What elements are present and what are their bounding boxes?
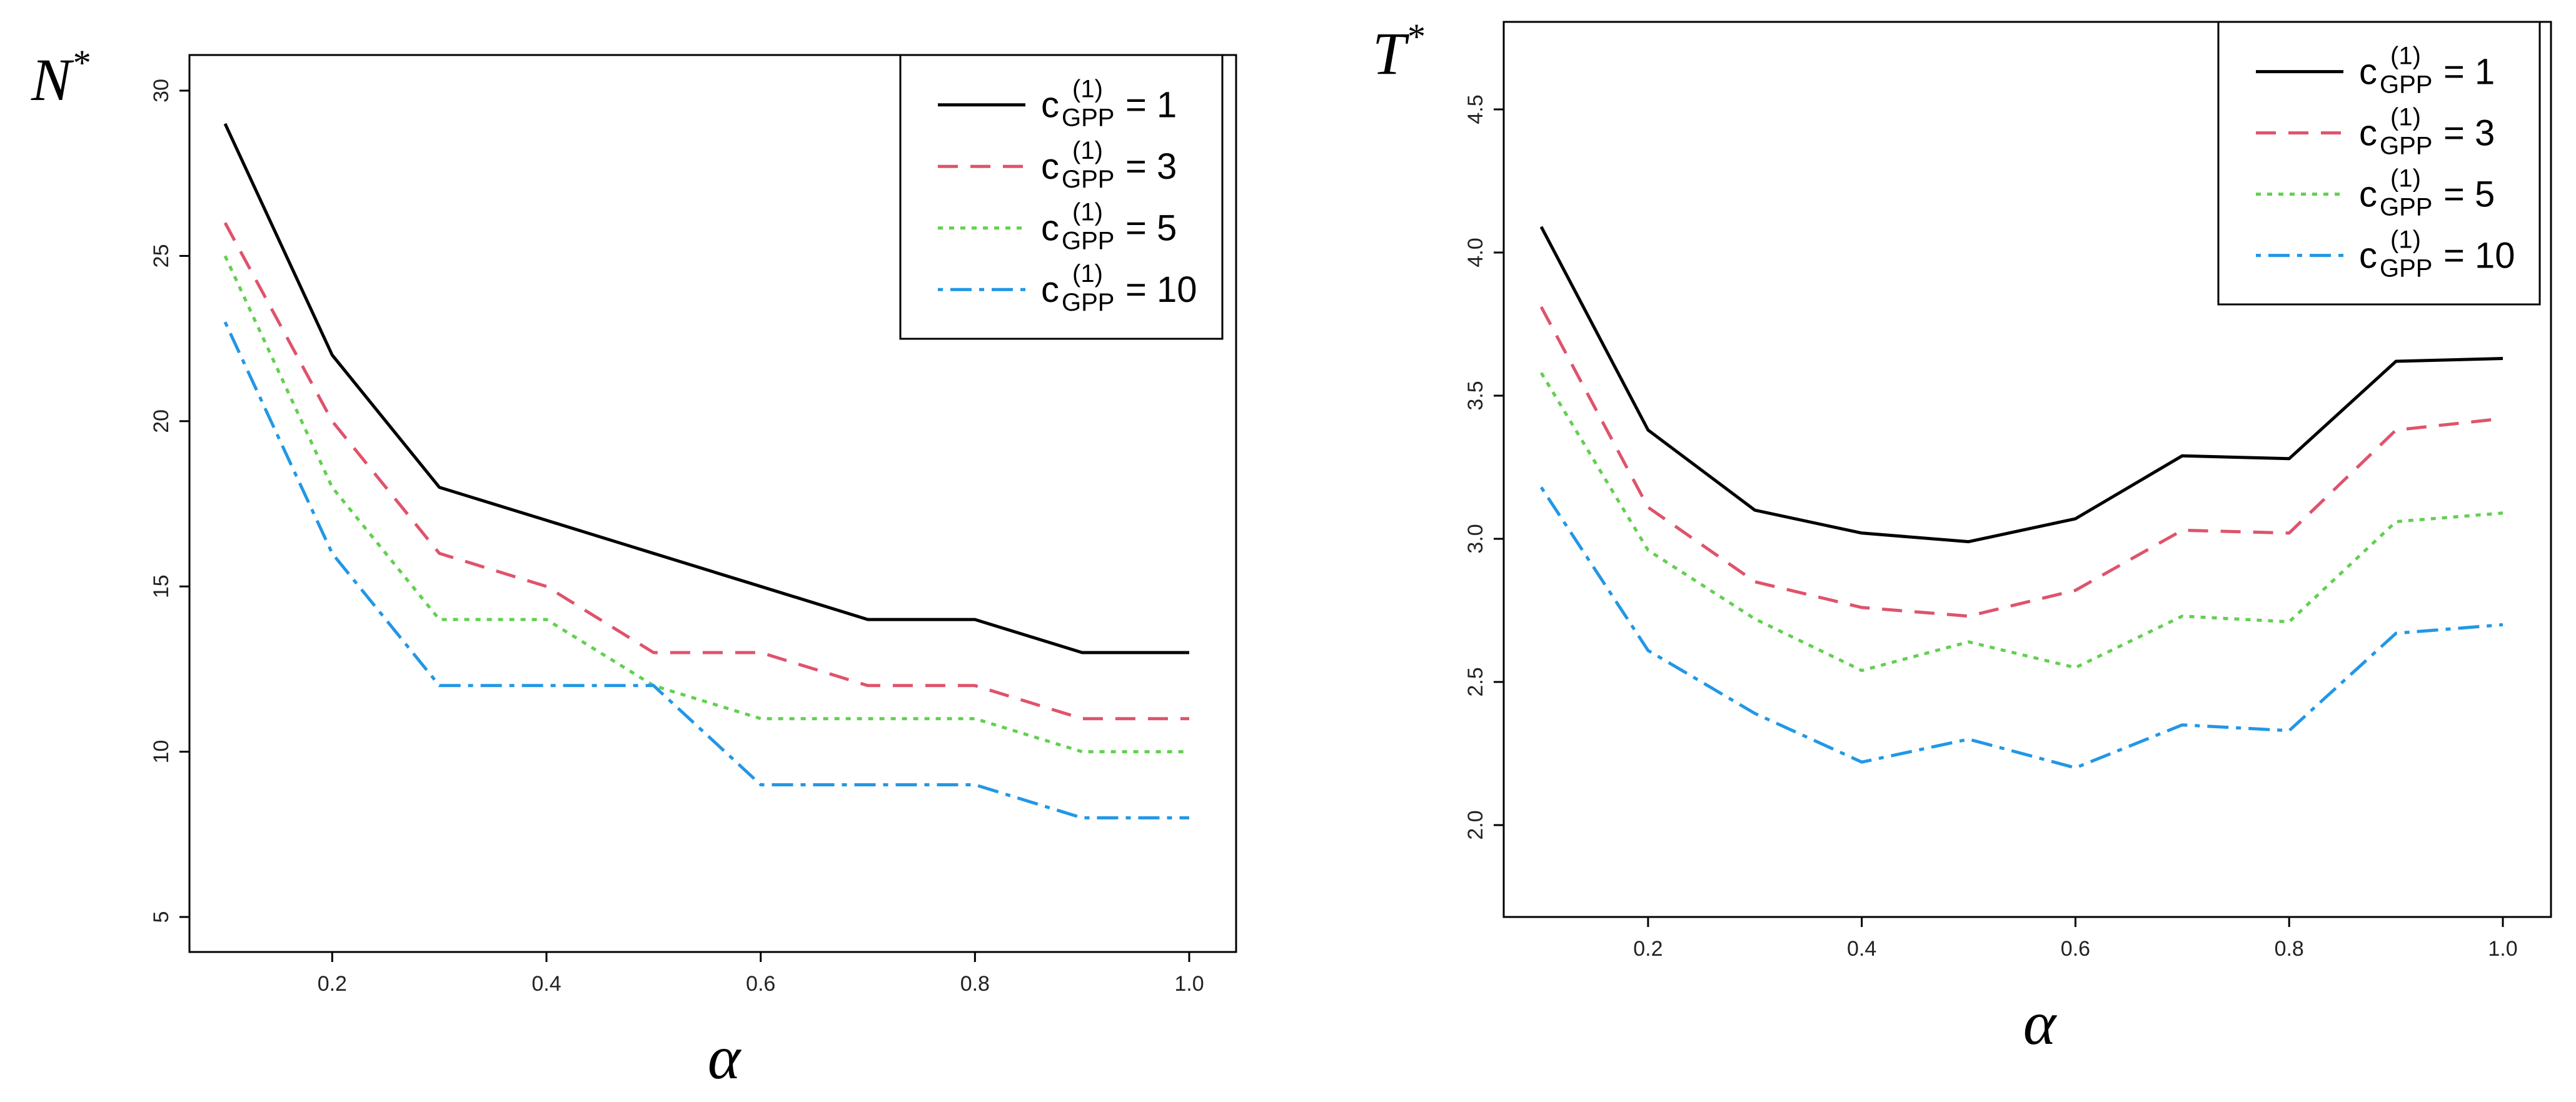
legend-label-1: c xyxy=(1041,85,1059,126)
chart-panel-2: 0.2 0.4 0.6 0.8 1.02.02.53.03.54.04.5T*αc GPP… xyxy=(1372,16,2552,1058)
x-tick-label: 0.6 xyxy=(2061,937,2090,961)
x-tick-label: 1.0 xyxy=(2488,937,2517,961)
y-tick-label: 2.0 xyxy=(1464,810,1487,839)
y-tick-label: 20 xyxy=(149,409,173,433)
legend-label-value: = 3 xyxy=(1125,146,1177,187)
y-axis-title: N* xyxy=(31,43,89,113)
legend: c GPP(1) = 1c GPP(1) = 3c GPP(1) = 5c GPP(1) = 1… xyxy=(899,54,1224,340)
legend-label-value: = 1 xyxy=(1125,85,1177,126)
legend-label-sub: GPP xyxy=(2380,194,2432,221)
y-axis-title: T* xyxy=(1372,16,1424,87)
legend-label-value: = 1 xyxy=(2443,52,2495,93)
legend-label-sub: GPP xyxy=(1062,228,1114,255)
legend-label-value: = 3 xyxy=(2443,113,2495,154)
x-axis-title: α xyxy=(708,1023,742,1092)
legend-label-value: = 5 xyxy=(1125,208,1177,249)
legend-label-sup: (1) xyxy=(1072,260,1103,288)
legend-label-sup: (1) xyxy=(2390,104,2421,131)
x-tick-label: 0.6 xyxy=(746,972,775,996)
y-tick-label: 4.5 xyxy=(1464,94,1487,124)
legend-label-value: = 10 xyxy=(2443,236,2515,276)
legend-label-3: c xyxy=(2359,174,2377,215)
legend-label-sub: GPP xyxy=(1062,104,1114,132)
series-line-1 xyxy=(223,123,1189,654)
series-line-3 xyxy=(1539,372,2503,673)
legend-label-sup: (1) xyxy=(2390,43,2421,70)
legend-label-sup: (1) xyxy=(2390,165,2421,193)
series-line-4 xyxy=(223,321,1189,819)
legend-frame xyxy=(899,54,1224,340)
series-line-3 xyxy=(223,255,1189,754)
legend-label-sup: (1) xyxy=(1072,199,1103,226)
x-tick-label: 0.2 xyxy=(1633,937,1663,961)
series-line-4 xyxy=(1539,486,2503,769)
x-tick-label: 0.8 xyxy=(960,972,990,996)
legend-label-2: c xyxy=(2359,113,2377,154)
y-tick-label: 2.5 xyxy=(1464,667,1487,696)
y-tick-label: 5 xyxy=(149,911,173,923)
legend-label-sub: GPP xyxy=(1062,166,1114,193)
x-tick-label: 0.8 xyxy=(2275,937,2304,961)
legend-label-4: c xyxy=(2359,236,2377,276)
series-line-1 xyxy=(1539,226,2503,544)
legend: c GPP(1) = 1c GPP(1) = 3c GPP(1) = 5c GPP(1) = 1… xyxy=(2217,21,2541,306)
legend-label-value: = 5 xyxy=(2443,174,2495,215)
y-tick-label: 15 xyxy=(149,574,173,598)
legend-label-sub: GPP xyxy=(2380,71,2432,99)
y-tick-label: 30 xyxy=(149,79,173,103)
legend-label-3: c xyxy=(1041,208,1059,249)
legend-label-sub: GPP xyxy=(1062,289,1114,316)
x-tick-label: 0.4 xyxy=(1847,937,1876,961)
legend-label-sub: GPP xyxy=(2380,133,2432,160)
y-tick-label: 3.0 xyxy=(1464,524,1487,553)
x-axis-title: α xyxy=(2023,988,2058,1058)
x-tick-label: 0.2 xyxy=(318,972,347,996)
plot-frame xyxy=(1502,21,2552,918)
series-line-2 xyxy=(223,222,1189,721)
legend-label-sup: (1) xyxy=(1072,76,1103,103)
legend-label-2: c xyxy=(1041,146,1059,187)
legend-label-sup: (1) xyxy=(1072,137,1103,164)
legend-frame xyxy=(2217,21,2541,306)
x-tick-label: 0.4 xyxy=(531,972,561,996)
x-tick-label: 1.0 xyxy=(1174,972,1204,996)
series-line-2 xyxy=(1539,306,2503,618)
y-tick-label: 4.0 xyxy=(1464,238,1487,267)
legend-label-sub: GPP xyxy=(2380,255,2432,283)
legend-label-value: = 10 xyxy=(1125,269,1197,310)
legend-label-4: c xyxy=(1041,269,1059,310)
y-tick-label: 25 xyxy=(149,244,173,268)
legend-label-sup: (1) xyxy=(2390,226,2421,254)
y-tick-label: 10 xyxy=(149,740,173,764)
legend-label-1: c xyxy=(2359,52,2377,93)
plot-frame xyxy=(188,54,1237,953)
y-tick-label: 3.5 xyxy=(1464,381,1487,410)
